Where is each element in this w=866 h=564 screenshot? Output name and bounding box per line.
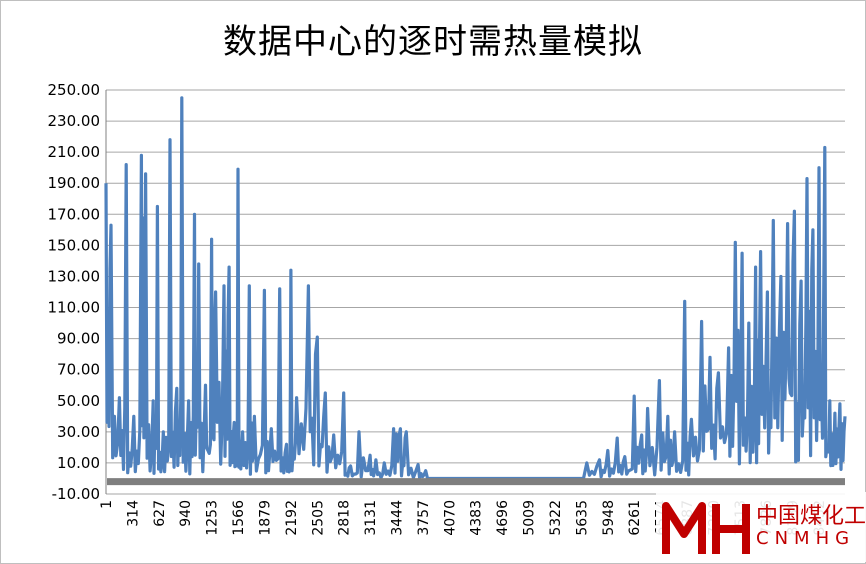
x-tick-label: 2818 [337,500,353,536]
y-tick-label: 70.00 [57,361,100,379]
x-tick-label: 6261 [627,500,643,536]
x-tick-label: 314 [125,500,141,527]
series-line-heat-demand [104,96,847,481]
x-tick-label: 940 [178,500,194,527]
y-tick-label: 190.00 [48,174,101,192]
x-tick-label: 4383 [469,500,485,536]
watermark: 中国煤化工 CNMHG [656,492,866,562]
series-group [104,96,847,486]
x-tick-label: 4696 [495,500,511,536]
x-tick-label: 1 [99,500,115,509]
y-tick-label: 150.00 [48,236,101,254]
x-tick-label: 3131 [363,500,379,536]
x-tick-label: 3444 [389,500,405,536]
y-tick-label: 30.00 [57,423,100,441]
y-tick-label: 170.00 [48,205,101,223]
x-tick-label: 627 [152,500,168,527]
chart-title: 数据中心的逐时需热量模拟 [223,22,643,62]
x-tick-label: 5948 [601,500,617,536]
x-tick-label: 1566 [231,500,247,536]
x-tick-label: 2505 [310,500,326,536]
x-tick-label: 5635 [574,500,590,536]
x-tick-label: 5009 [522,500,538,536]
x-tick-label: 5322 [548,500,564,536]
y-axis-ticks: 250.00 230.00 210.00 190.00 170.00 150.00 130.… [48,81,101,503]
x-tick-label: 4070 [442,500,458,536]
y-tick-label: 110.00 [48,299,101,317]
x-tick-label: 2192 [284,500,300,536]
y-tick-label: 10.00 [57,454,100,472]
y-tick-label: -10.00 [52,485,100,503]
x-tick-label: 1879 [257,500,273,536]
y-tick-label: 230.00 [48,112,101,130]
y-tick-label: 130.00 [48,267,101,285]
watermark-cn-text: 中国煤化工 [756,504,866,529]
x-tick-label: 1253 [205,500,221,536]
watermark-en-text: CNMHG [756,528,856,549]
y-tick-label: 50.00 [57,392,100,410]
logo-icon [662,502,750,554]
y-tick-label: 90.00 [57,330,100,348]
y-tick-label: 250.00 [48,81,101,99]
y-tick-label: 210.00 [48,143,101,161]
x-tick-label: 3757 [416,500,432,536]
